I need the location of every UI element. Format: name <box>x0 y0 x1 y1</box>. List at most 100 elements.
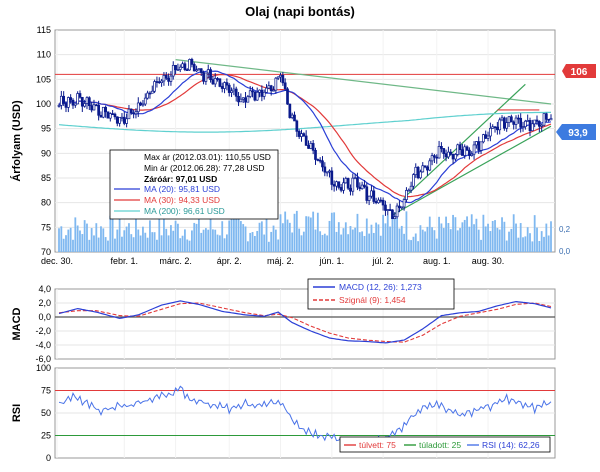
macd-panel-frame <box>54 288 556 360</box>
volume-bar <box>531 241 534 252</box>
candle-body <box>176 69 180 71</box>
candle-body <box>134 111 138 115</box>
volume-bar <box>498 229 501 252</box>
candle-body <box>335 181 338 187</box>
candle-body <box>363 184 366 188</box>
candle-body <box>365 186 369 201</box>
volume-bar <box>139 235 142 252</box>
candle-body <box>496 126 499 131</box>
macd-line <box>58 300 552 344</box>
candle-body <box>454 154 457 160</box>
candle-body <box>239 98 243 103</box>
candle-body <box>211 79 215 85</box>
candle-body <box>171 64 175 77</box>
candle-body <box>356 177 359 188</box>
rsi-line <box>58 385 552 447</box>
volume-bar <box>470 214 473 252</box>
volume-bar <box>543 236 545 252</box>
candle-body <box>468 149 471 156</box>
volume-bar <box>237 217 240 252</box>
volume-bar <box>97 237 100 252</box>
candle-body <box>160 80 163 84</box>
volume-bar <box>533 215 536 252</box>
candle-body <box>143 97 147 105</box>
volume-bar <box>291 232 294 252</box>
volume-bar <box>146 237 149 252</box>
volume-bar <box>188 240 191 252</box>
volume-bar <box>417 241 419 252</box>
volume-bar <box>239 221 242 252</box>
volume-bar <box>211 229 214 252</box>
candle-body <box>423 165 427 168</box>
candle-body <box>146 92 149 99</box>
candle-body <box>458 144 462 151</box>
volume-bar <box>83 220 86 252</box>
candle-body <box>398 205 401 209</box>
candle-body <box>192 64 196 72</box>
volume-bar <box>221 221 224 252</box>
macd-y-tick-label: 0,0 <box>38 312 51 322</box>
candle-body <box>533 119 537 125</box>
candle-body <box>199 68 203 73</box>
volume-bar <box>386 215 389 252</box>
volume-bar <box>463 219 466 252</box>
volume-bar <box>344 222 347 252</box>
candle-body <box>225 82 229 86</box>
candle-body <box>461 149 464 156</box>
x-tick-label: júl. 2. <box>371 256 394 266</box>
volume-bar <box>347 234 350 252</box>
candle-body <box>386 209 390 211</box>
candle-body <box>237 95 240 103</box>
candle-body <box>318 159 322 162</box>
volume-bar <box>174 220 177 252</box>
rsi-axis-label: RSI <box>11 404 23 422</box>
candle-body <box>421 165 425 173</box>
candle-body <box>197 68 201 71</box>
candle-body <box>258 89 261 93</box>
candle-body <box>272 89 275 92</box>
info-min-price: Min ár (2012.06.28): 77,28 USD <box>144 163 264 173</box>
candle-body <box>442 148 446 154</box>
volume-bar <box>454 217 457 252</box>
volume-bar <box>281 223 284 252</box>
volume-bar <box>193 222 196 252</box>
candle-body <box>405 190 408 200</box>
candle-body <box>475 141 478 146</box>
volume-bar <box>123 230 126 252</box>
volume-bar <box>459 228 461 252</box>
volume-bar <box>137 229 140 252</box>
volume-bar <box>81 234 84 252</box>
candle-body <box>125 118 128 124</box>
candle-body <box>234 88 238 97</box>
volume-bar <box>135 214 137 252</box>
candle-body <box>185 69 189 71</box>
volume-bar <box>391 209 394 252</box>
volume-bar <box>260 221 263 252</box>
volume-bar <box>538 241 541 252</box>
volume-bar <box>354 227 357 252</box>
candle-body <box>104 106 107 113</box>
candle-body <box>332 184 336 187</box>
volume-bar <box>293 213 296 252</box>
candle-body <box>395 205 399 218</box>
volume-bar <box>438 216 440 252</box>
candle-body <box>360 184 364 190</box>
volume-bar <box>225 234 228 252</box>
volume-bar <box>100 226 102 252</box>
candle-body <box>302 133 306 137</box>
candle-body <box>493 126 497 129</box>
candle-body <box>283 82 287 90</box>
volume-bar <box>421 229 424 252</box>
candle-body <box>470 153 474 156</box>
candle-body <box>491 126 495 129</box>
candle-body <box>115 116 119 124</box>
candle-body <box>122 116 126 124</box>
rsi-y-tick-label: 50 <box>41 408 51 418</box>
volume-bar <box>442 228 445 252</box>
ma200-line <box>58 111 551 133</box>
volume-bar <box>111 214 114 252</box>
price-y-tick-label: 110 <box>37 50 51 60</box>
volume-bar <box>477 229 480 252</box>
price-lines <box>55 59 555 216</box>
candle-body <box>463 146 467 156</box>
